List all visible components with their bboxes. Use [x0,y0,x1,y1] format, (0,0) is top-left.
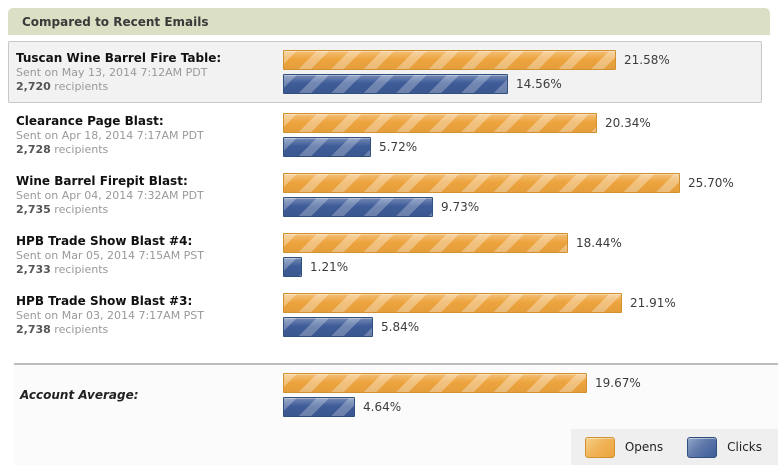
email-title: Wine Barrel Firepit Blast: [16,173,188,188]
email-row: HPB Trade Show Blast #3: Sent on Mar 03,… [0,285,778,345]
email-recipients-count: 2,738 [16,322,51,336]
account-clicks-bar [283,397,355,417]
email-title: Clearance Page Blast: [16,113,164,128]
bars-group: 21.58% 14.56% [283,50,761,94]
email-recipients: 2,728 recipients [16,143,283,157]
account-clicks-value: 4.64% [363,400,402,414]
clicks-value: 14.56% [516,77,562,91]
opens-value: 20.34% [605,116,651,130]
bars-group: 25.70% 9.73% [283,173,778,217]
email-info: Tuscan Wine Barrel Fire Table: Sent on M… [16,51,283,94]
account-clicks-bar-line: 4.64% [283,397,778,417]
account-opens-value: 19.67% [595,376,641,390]
clicks-value: 1.21% [310,260,349,274]
email-rows: Tuscan Wine Barrel Fire Table: Sent on M… [0,41,778,345]
email-recipients-label: recipients [50,142,109,156]
email-sent-date: Sent on Mar 05, 2014 7:15AM PST [16,248,205,262]
account-average-section: Account Average: 19.67% 4.64% Opens Clic… [14,363,778,465]
email-recipients-count: 2,735 [16,202,51,216]
email-sent-date: Sent on Apr 04, 2014 7:32AM PDT [16,188,204,202]
clicks-bar [283,137,371,157]
email-recipients-count: 2,728 [16,142,51,156]
legend-clicks-label: Clicks [727,440,762,454]
clicks-value: 5.72% [379,140,418,154]
email-recipients-label: recipients [50,202,109,216]
email-info: Clearance Page Blast: Sent on Apr 18, 20… [16,114,283,157]
email-sent-date: Sent on Mar 03, 2014 7:17AM PST [16,308,205,322]
email-row: HPB Trade Show Blast #4: Sent on Mar 05,… [0,225,778,285]
clicks-value: 9.73% [441,200,480,214]
email-row: Wine Barrel Firepit Blast: Sent on Apr 0… [0,165,778,225]
email-recipients: 2,733 recipients [16,263,283,277]
email-title: Tuscan Wine Barrel Fire Table: [16,50,222,65]
account-average-label: Account Average: [20,388,139,402]
legend: Opens Clicks [570,429,778,465]
opens-bar-line: 21.58% [283,50,761,70]
clicks-bar-line: 9.73% [283,197,778,217]
clicks-bar [283,317,373,337]
email-title: HPB Trade Show Blast #4: [16,233,193,248]
email-recipients: 2,738 recipients [16,323,283,337]
header-bar: Compared to Recent Emails [8,8,770,35]
email-info: HPB Trade Show Blast #4: Sent on Mar 05,… [16,234,283,277]
opens-value: 25.70% [688,176,734,190]
email-recipients-label: recipients [50,262,109,276]
page-title: Compared to Recent Emails [22,14,209,29]
email-recipients-label: recipients [50,79,109,93]
email-recipients-label: recipients [50,322,109,336]
opens-bar [283,50,616,70]
email-info: HPB Trade Show Blast #3: Sent on Mar 03,… [16,294,283,337]
bars-group: 21.91% 5.84% [283,293,778,337]
clicks-bar [283,74,508,94]
email-recipients-count: 2,720 [16,79,51,93]
account-opens-bar-line: 19.67% [283,373,778,393]
bars-group: 18.44% 1.21% [283,233,778,277]
opens-bar [283,233,568,253]
email-row: Tuscan Wine Barrel Fire Table: Sent on M… [8,41,762,103]
opens-bar-line: 20.34% [283,113,778,133]
legend-item-opens: Opens [584,436,664,458]
account-average-info: Account Average: [20,388,283,402]
email-recipients-count: 2,733 [16,262,51,276]
opens-value: 18.44% [576,236,622,250]
opens-bar-line: 21.91% [283,293,778,313]
opens-bar [283,113,597,133]
opens-bar-line: 18.44% [283,233,778,253]
clicks-bar-line: 5.84% [283,317,778,337]
clicks-bar-line: 1.21% [283,257,778,277]
clicks-value: 5.84% [381,320,420,334]
account-bars-group: 19.67% 4.64% [283,373,778,417]
account-average-row: Account Average: 19.67% 4.64% [14,365,778,417]
account-opens-bar [283,373,587,393]
opens-swatch-icon [584,436,615,458]
opens-bar [283,293,622,313]
email-info: Wine Barrel Firepit Blast: Sent on Apr 0… [16,174,283,217]
email-sent-date: Sent on May 13, 2014 7:12AM PDT [16,65,208,79]
legend-opens-label: Opens [624,440,664,454]
opens-bar [283,173,680,193]
email-sent-date: Sent on Apr 18, 2014 7:17AM PDT [16,128,204,142]
clicks-bar-line: 14.56% [283,74,761,94]
email-title: HPB Trade Show Blast #3: [16,293,193,308]
email-recipients: 2,720 recipients [16,80,283,94]
email-row: Clearance Page Blast: Sent on Apr 18, 20… [0,105,778,165]
opens-value: 21.91% [630,296,676,310]
opens-value: 21.58% [624,53,670,67]
opens-bar-line: 25.70% [283,173,778,193]
bars-group: 20.34% 5.72% [283,113,778,157]
clicks-swatch-icon [687,436,718,458]
clicks-bar-line: 5.72% [283,137,778,157]
email-recipients: 2,735 recipients [16,203,283,217]
clicks-bar [283,197,433,217]
legend-item-clicks: Clicks [687,436,762,458]
clicks-bar [283,257,302,277]
